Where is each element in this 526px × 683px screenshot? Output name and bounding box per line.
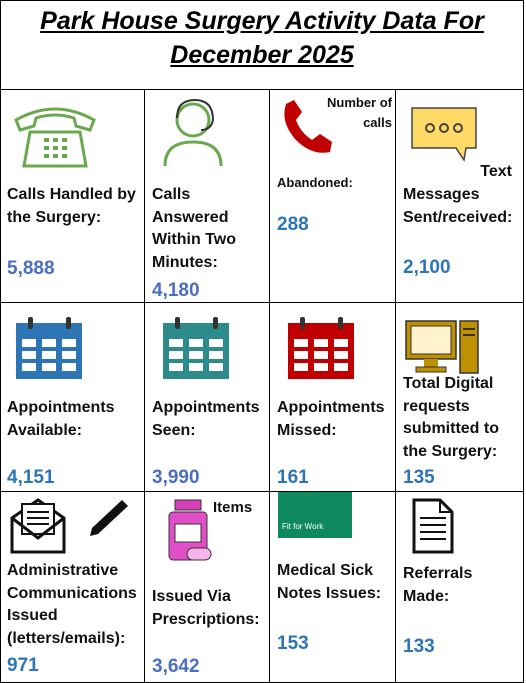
label: Referrals Made: <box>403 565 473 605</box>
cell: Calls Handled by the Surgery: 5,888 <box>0 90 144 302</box>
value: 153 <box>277 633 309 654</box>
cell: Appointments Missed: 161 <box>270 303 395 491</box>
image-text: Fit for Work <box>282 522 324 531</box>
cell: Referrals Made: 133 <box>396 492 522 682</box>
value: 971 <box>7 655 39 676</box>
rule <box>144 89 145 683</box>
calendar-icon <box>163 317 229 379</box>
value: 5,888 <box>7 258 55 279</box>
label: Administrative Communications Issued (le… <box>7 562 137 647</box>
label: Messages Sent/received: <box>403 186 513 226</box>
cell: Text Messages Sent/received: 2,100 <box>396 90 522 302</box>
value: 161 <box>277 467 309 488</box>
cell: Items Issued Via Prescriptions: 3,642 <box>145 492 269 682</box>
handset-icon <box>284 100 332 153</box>
label: Medical Sick Notes Issues: <box>277 562 382 602</box>
cell: Calls Answered Within Two Minutes: 4,180 <box>145 90 269 302</box>
label: Calls Handled by the Surgery: <box>7 186 136 226</box>
cell: Appointments Seen: 3,990 <box>145 303 269 491</box>
label: Appointments Seen: <box>152 399 260 439</box>
headset-icon <box>163 98 223 167</box>
cell: Fit for Work Medical Sick Notes Issues: … <box>270 492 395 682</box>
label: Appointments Available: <box>7 399 115 439</box>
title: Park House Surgery Activity Data For Dec… <box>40 7 484 69</box>
fit-note-image: Fit for Work <box>278 492 352 538</box>
rule <box>0 89 524 90</box>
message-icon <box>411 107 477 162</box>
value: 288 <box>277 214 309 235</box>
label: Appointments Missed: <box>277 399 385 439</box>
calendar-icon <box>288 317 354 379</box>
rule <box>269 89 270 683</box>
note: Items <box>213 499 253 516</box>
cell: Appointments Available: 4,151 <box>0 303 144 491</box>
label: Calls Answered Within Two Minutes: <box>152 186 236 271</box>
value: 4,180 <box>152 280 200 301</box>
label: Issued Via Prescriptions: <box>152 588 260 628</box>
cell: Number of calls Abandoned: 288 <box>270 90 395 302</box>
cell: Administrative Communications Issued (le… <box>0 492 144 682</box>
label: Abandoned: <box>277 175 353 190</box>
calendar-icon <box>16 317 82 379</box>
label: Total Digital requests submitted to the … <box>403 375 499 460</box>
rule <box>395 89 396 683</box>
rule <box>0 491 524 492</box>
pill-bottle-icon <box>168 499 212 561</box>
document-icon <box>412 498 454 554</box>
note: Text <box>480 163 512 180</box>
value: 3,642 <box>152 656 200 677</box>
value: 133 <box>403 636 435 657</box>
value: 3,990 <box>152 467 200 488</box>
mail-icon <box>10 498 128 554</box>
computer-icon <box>405 320 479 374</box>
note: Number of calls <box>327 95 392 130</box>
value: 2,100 <box>403 257 451 278</box>
value: 135 <box>403 467 435 488</box>
value: 4,151 <box>7 467 55 488</box>
cell: Total Digital requests submitted to the … <box>396 303 522 491</box>
phone-icon <box>14 107 96 168</box>
rule <box>0 302 524 303</box>
